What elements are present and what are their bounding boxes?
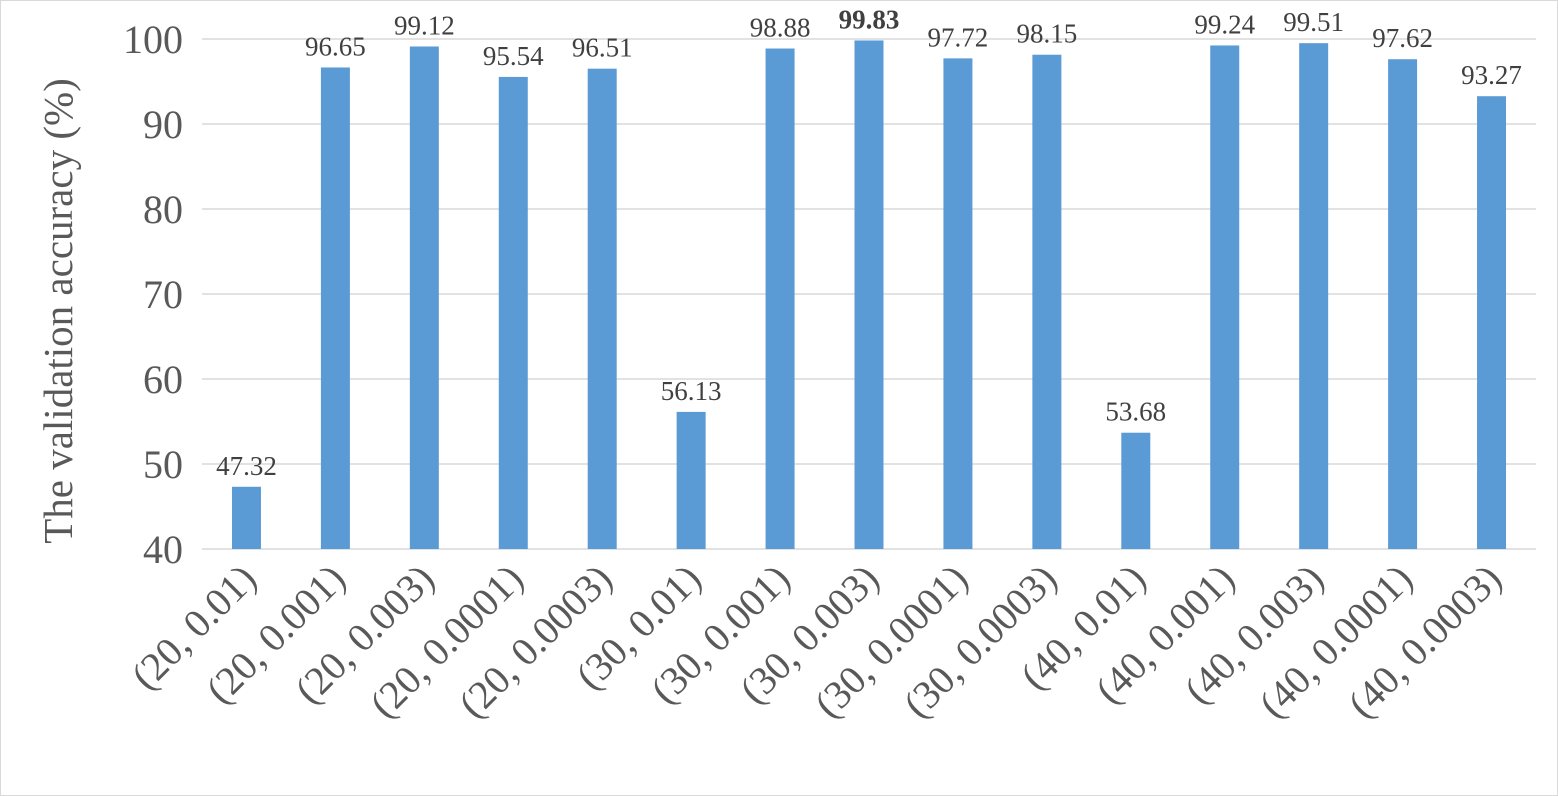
bar [1121,432,1151,549]
data-label: 98.88 [750,13,811,43]
bar [231,486,261,549]
bar [1477,96,1507,549]
data-label: 47.32 [216,451,277,481]
y-tick-label: 50 [143,442,183,487]
data-label: 53.68 [1105,397,1166,427]
bar [943,58,973,549]
y-tick-label: 100 [123,17,183,62]
bar [676,411,706,549]
data-label: 96.51 [572,33,633,63]
data-label: 56.13 [661,376,722,406]
data-label: 93.27 [1461,60,1522,90]
y-tick-label: 90 [143,102,183,147]
x-axis-ticks: (20, 0.01)(20, 0.001)(20, 0.003)(20, 0.0… [122,556,1510,727]
data-label: 95.54 [483,41,544,71]
data-label: 96.65 [305,31,366,61]
y-tick-label: 80 [143,187,183,232]
data-label: 99.83 [839,4,900,34]
y-tick-label: 40 [143,527,183,572]
bar [1210,45,1240,550]
y-tick-label: 60 [143,357,183,402]
data-label: 99.51 [1283,7,1344,37]
bar [854,40,884,549]
y-axis-ticks: 40 50 60 70 80 90 100 [123,17,183,572]
data-label: 97.72 [928,22,989,52]
y-axis-title: The validation accuracy (%) [35,78,81,544]
y-tick-label: 70 [143,272,183,317]
bar [409,46,439,549]
data-label: 99.24 [1194,9,1255,39]
bar [1032,54,1062,549]
bar [320,67,350,549]
bar [498,76,528,549]
bars [231,40,1507,550]
data-label: 98.15 [1016,19,1077,49]
data-labels: 47.32 96.65 99.12 95.54 96.51 56.13 98.88 99.83… [216,4,1522,480]
bar [1299,43,1329,549]
bar [587,68,617,549]
bar [765,48,795,550]
data-label: 99.12 [394,10,455,40]
data-label: 97.62 [1372,23,1433,53]
bar [1388,59,1418,549]
